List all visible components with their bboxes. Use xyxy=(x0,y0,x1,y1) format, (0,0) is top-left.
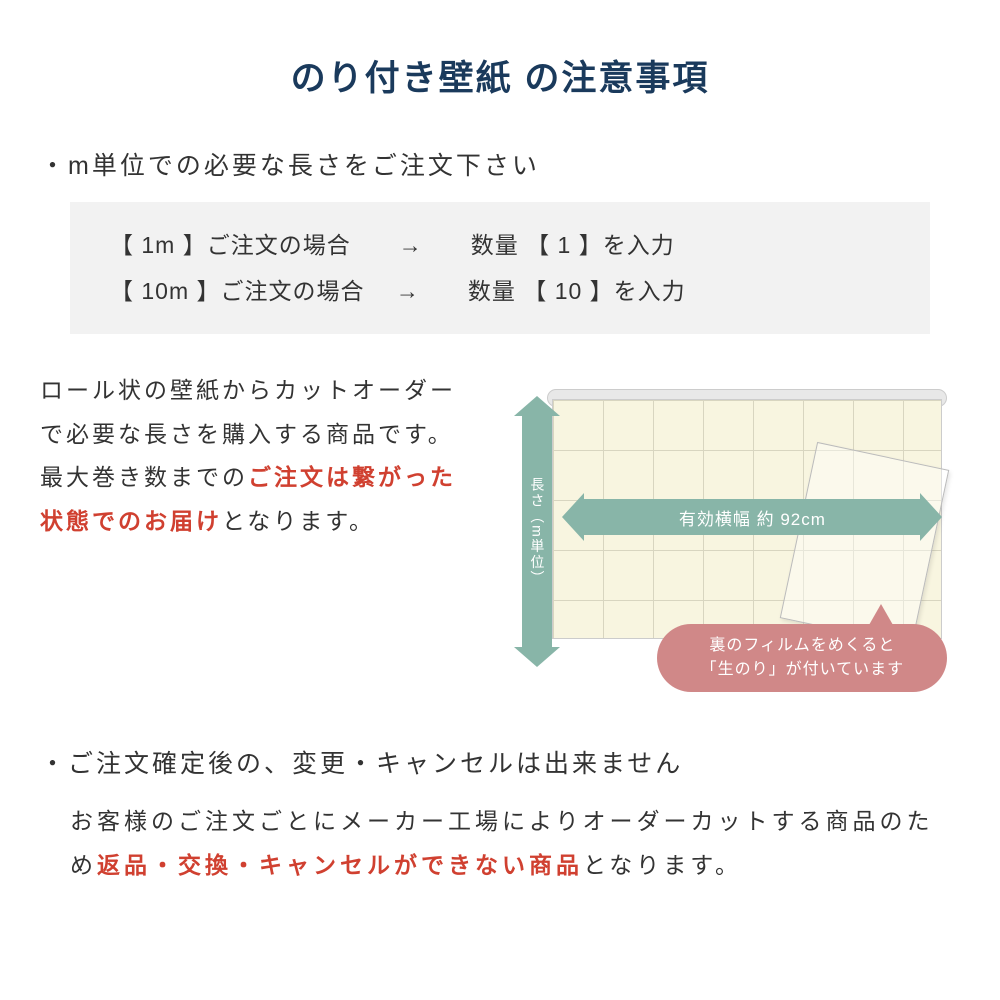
description-part3: となります。 xyxy=(222,508,375,534)
description-part1: ロール状の壁紙からカットオーダーで必要な長さを購入する商品です。 xyxy=(40,377,456,447)
bottom-section: ・ご注文確定後の、変更・キャンセルは出来ません お客様のご注文ごとにメーカー工場… xyxy=(40,744,960,887)
vertical-arrow-label: 長さ（m単位） xyxy=(527,477,547,587)
bubble-line-2: 「生のり」が付いています xyxy=(701,658,905,682)
bubble-line-1: 裏のフィルムをめくると xyxy=(709,634,895,658)
example-box: 【 1m 】ご注文の場合 → 数量 【 1 】を入力 【 10m 】ご注文の場合… xyxy=(70,202,930,334)
page-title: のり付き壁紙 の注意事項 xyxy=(40,50,960,101)
horizontal-arrow-label: 有効横幅 約 92cm xyxy=(679,505,826,530)
bottom-text-part2: となります。 xyxy=(583,852,742,878)
description-text: ロール状の壁紙からカットオーダーで必要な長さを購入する商品です。 最大巻き数まで… xyxy=(40,369,472,699)
section1-heading: ・m単位での必要な長さをご注文下さい xyxy=(40,146,960,182)
middle-section: ロール状の壁紙からカットオーダーで必要な長さを購入する商品です。 最大巻き数まで… xyxy=(40,369,960,699)
example-line-1: 【 1m 】ご注文の場合 → 数量 【 1 】を入力 xyxy=(110,222,890,268)
horizontal-arrow: 有効横幅 約 92cm xyxy=(582,499,922,535)
bottom-text: お客様のご注文ごとにメーカー工場によりオーダーカットする商品のため返品・交換・キ… xyxy=(40,800,960,887)
speech-bubble: 裏のフィルムをめくると 「生のり」が付いています xyxy=(657,624,947,692)
vertical-arrow: 長さ（m単位） xyxy=(522,414,552,649)
bottom-highlight: 返品・交換・キャンセルができない商品 xyxy=(97,852,583,878)
description-part2: 最大巻き数までの xyxy=(40,464,248,490)
example-line-2: 【 10m 】ご注文の場合 → 数量 【 10 】を入力 xyxy=(110,268,890,314)
diagram-container: 長さ（m単位） 有効横幅 約 92cm 裏のフィルムをめくると 「生のり」が付い… xyxy=(492,369,960,699)
section2-heading: ・ご注文確定後の、変更・キャンセルは出来ません xyxy=(40,744,960,780)
